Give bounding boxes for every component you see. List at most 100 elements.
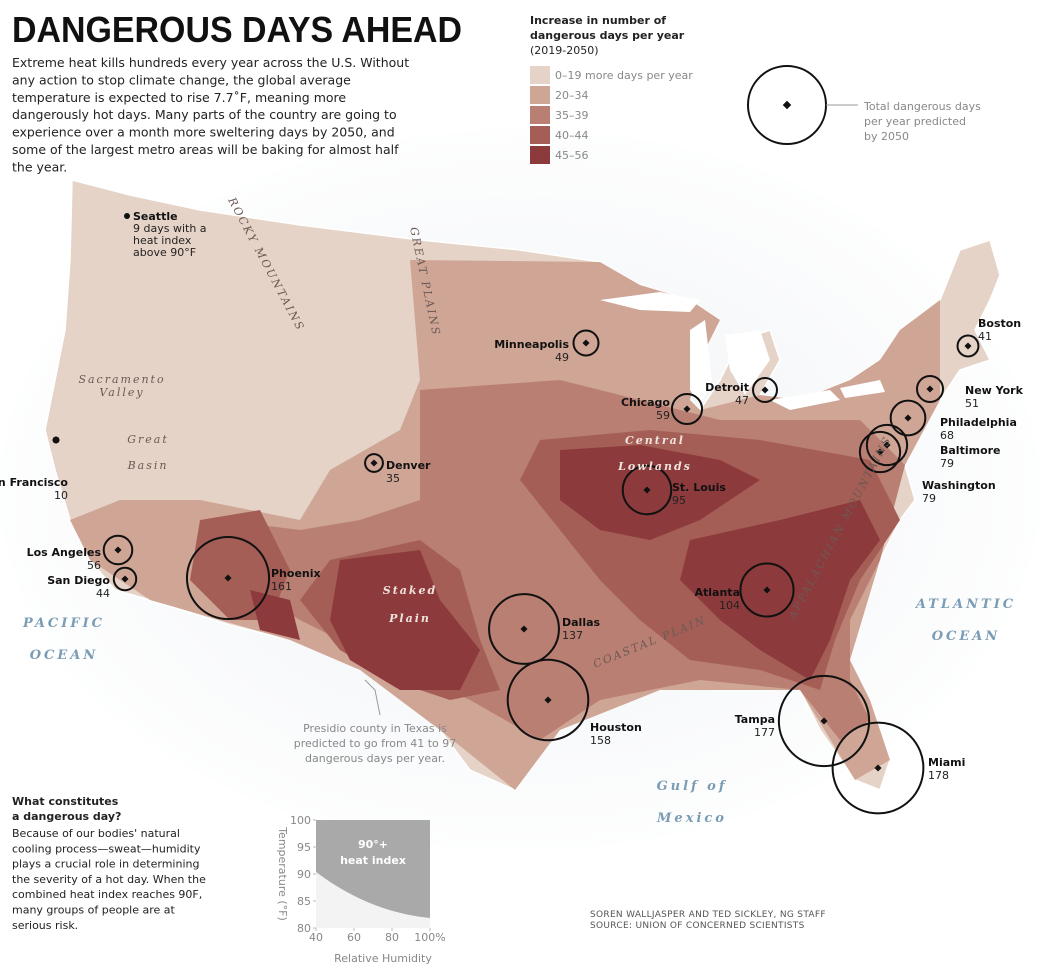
city-value: 95 xyxy=(672,494,686,507)
legend-swatch xyxy=(530,106,550,124)
region-label: Staked Plain xyxy=(383,584,435,625)
y-tick-label: 100 xyxy=(290,814,311,827)
sidebar-text: the severity of a hot day. When the xyxy=(12,873,206,886)
y-tick-label: 85 xyxy=(297,895,311,908)
city-value: 10 xyxy=(54,489,68,502)
seattle-note: above 90°F xyxy=(133,246,196,259)
city-dot xyxy=(114,546,122,554)
credit: SOURCE: UNION OF CONCERNED SCIENTISTS xyxy=(590,921,805,931)
region-label: ATLANTIC OCEAN xyxy=(914,597,1016,644)
region-text: Basin xyxy=(127,459,169,472)
zone-highest xyxy=(250,445,880,690)
presidio-note: Presidio county in Texas is xyxy=(303,722,447,735)
legend-note: Total dangerous days xyxy=(863,100,981,113)
city-name: Minneapolis xyxy=(494,338,569,351)
presidio-leader xyxy=(364,679,381,716)
credit: SOREN WALLJASPER AND TED SICKLEY, NG STA… xyxy=(590,910,826,920)
sidebar-text: serious risk. xyxy=(12,919,78,932)
city-dot xyxy=(544,696,552,704)
city-value: 49 xyxy=(555,351,569,364)
city-name: Phoenix xyxy=(271,567,321,580)
seattle-note: heat index xyxy=(133,234,192,247)
city-dot xyxy=(683,405,691,413)
city-value: 177 xyxy=(754,726,775,739)
region-text: Gulf of xyxy=(657,779,728,794)
region-label: PACIFIC OCEAN xyxy=(22,616,105,663)
sidebar-heading: a dangerous day? xyxy=(12,810,121,823)
intro-line: some of the largest metro areas will be … xyxy=(12,142,399,157)
city-dot xyxy=(883,441,891,449)
city-dot xyxy=(582,339,590,347)
city-value: 178 xyxy=(928,769,949,782)
city-name: Philadelphia xyxy=(940,416,1017,429)
y-tick-label: 90 xyxy=(297,868,311,881)
city-circle xyxy=(865,423,909,467)
city-name: New York xyxy=(965,384,1024,397)
city-circle xyxy=(112,566,138,592)
presidio-note: predicted to go from 41 to 97 xyxy=(294,737,457,750)
city-dot xyxy=(520,625,528,633)
city-value: 79 xyxy=(940,457,954,470)
city-circle xyxy=(364,453,384,473)
city-value: 161 xyxy=(271,580,292,593)
intro-line: any action to stop climate change, the g… xyxy=(12,72,351,87)
seattle-name: Seattle xyxy=(133,210,178,223)
city-value: 68 xyxy=(940,429,954,442)
us-map xyxy=(44,179,1001,792)
legend-note: by 2050 xyxy=(864,130,909,143)
region-text: Sacramento xyxy=(78,373,165,386)
region-text: PACIFIC xyxy=(22,616,105,631)
region-text: OCEAN xyxy=(932,629,1001,644)
legend-swatch xyxy=(530,66,550,84)
city-name: Washington xyxy=(922,479,996,492)
city-dot xyxy=(121,575,129,583)
city-value: 51 xyxy=(965,397,979,410)
overlay: Extreme heat kills hundreds every year a… xyxy=(0,14,1024,965)
heat-area-label: 90°+ xyxy=(358,838,388,851)
legend-label: 0–19 more days per year xyxy=(555,69,693,82)
legend-label: 45–56 xyxy=(555,149,589,162)
city-value: 35 xyxy=(386,472,400,485)
city-name: Denver xyxy=(386,459,431,472)
x-tick-label: 80 xyxy=(385,931,399,944)
intro-line: dangerously hot days. Many parts of the … xyxy=(12,107,397,122)
city-name: San Diego xyxy=(47,574,110,587)
region-text: ATLANTIC xyxy=(914,597,1016,612)
y-tick-label: 95 xyxy=(297,841,311,854)
city-value: 59 xyxy=(656,409,670,422)
title: DANGEROUS DAYS AHEAD xyxy=(12,9,462,50)
region-text: Central xyxy=(625,434,685,447)
city-name: Dallas xyxy=(562,616,601,629)
intro-line: experience over a month more sweltering … xyxy=(12,125,395,140)
city-name: Detroit xyxy=(705,381,749,394)
city-circle xyxy=(858,430,902,474)
city-dot xyxy=(820,717,828,725)
legend-swatch xyxy=(530,126,550,144)
x-axis-label: Relative Humidity xyxy=(334,952,432,965)
city-circle xyxy=(621,464,673,516)
y-tick-label: 80 xyxy=(297,922,311,935)
city-dot xyxy=(224,574,232,582)
city-name: Atlanta xyxy=(695,586,740,599)
x-tick-label: 100% xyxy=(414,931,445,944)
region-text: Great xyxy=(127,433,169,446)
city-value: 56 xyxy=(87,559,101,572)
legend-note: per year predicted xyxy=(864,115,966,128)
city-name: San Francisco xyxy=(0,476,68,489)
presidio-note: dangerous days per year. xyxy=(305,752,445,765)
city-circle xyxy=(185,535,271,621)
legend-label: 40–44 xyxy=(555,129,589,142)
intro-line: Extreme heat kills hundreds every year a… xyxy=(12,55,409,70)
seattle-note: 9 days with a xyxy=(133,222,207,235)
city-circle xyxy=(889,399,927,437)
city-name: St. Louis xyxy=(672,481,726,494)
city-dot xyxy=(643,486,651,494)
region-text: OCEAN xyxy=(30,648,99,663)
city-dot xyxy=(874,764,882,772)
city-name: Chicago xyxy=(621,396,670,409)
city-circle xyxy=(915,374,945,404)
city-circle xyxy=(956,334,980,358)
seattle-dot xyxy=(124,213,130,219)
legend-label: 20–34 xyxy=(555,89,589,102)
x-tick-label: 60 xyxy=(347,931,361,944)
